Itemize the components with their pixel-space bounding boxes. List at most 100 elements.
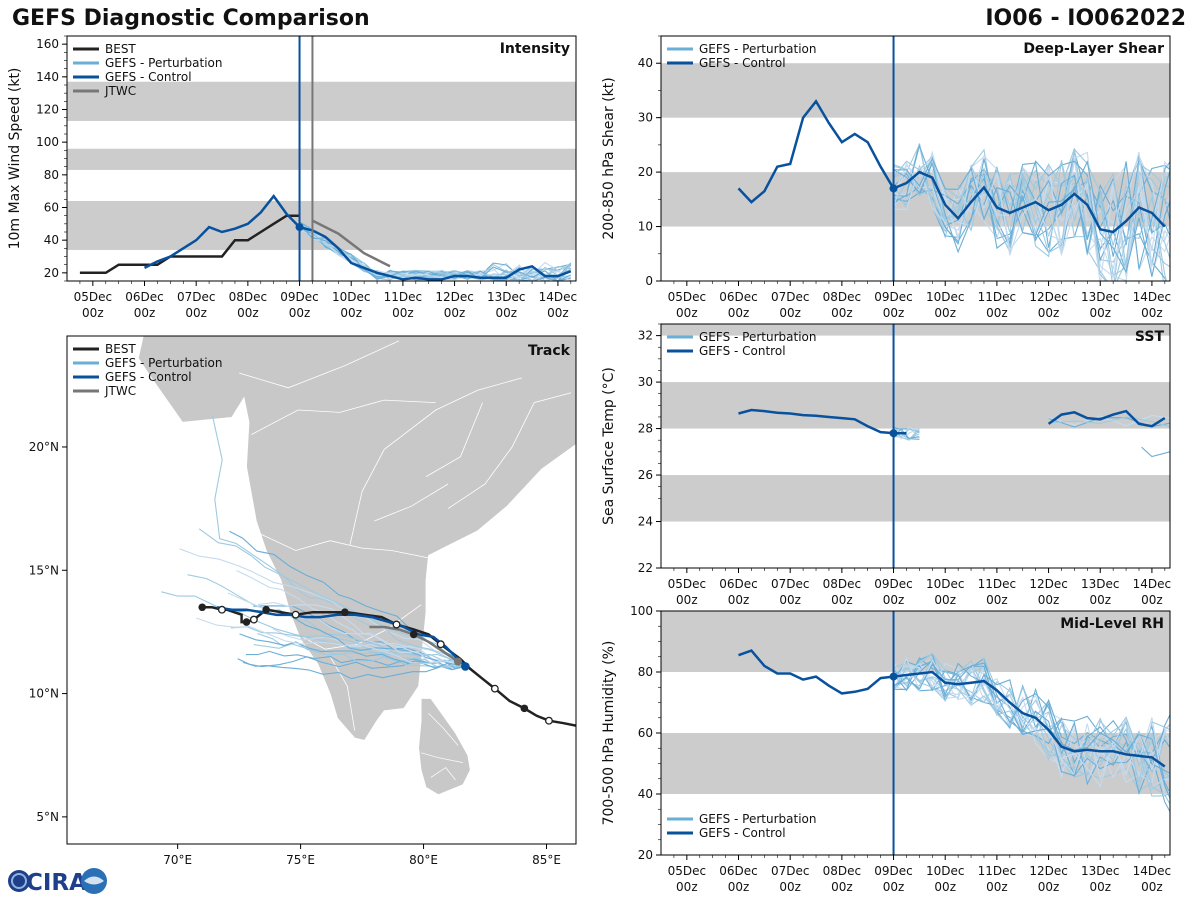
y-tick-label: 22 bbox=[638, 561, 653, 575]
x-tick-label-hour: 00z bbox=[1089, 593, 1111, 607]
x-tick-label-day: 05Dec bbox=[668, 290, 707, 304]
best-track-marker-open bbox=[436, 640, 445, 649]
y-tick-label: 30 bbox=[638, 375, 653, 389]
threshold-band bbox=[661, 611, 1170, 672]
perturbation-member-line bbox=[299, 223, 572, 281]
x-tick-label-hour: 00z bbox=[444, 306, 466, 320]
x-tick-label-day: 08Dec bbox=[823, 290, 862, 304]
x-tick-label-day: 06Dec bbox=[719, 577, 758, 591]
landmass-india bbox=[67, 336, 576, 741]
legend-label: GEFS - Perturbation bbox=[699, 812, 816, 826]
y-tick-label: 32 bbox=[638, 329, 653, 343]
y-tick-label: 40 bbox=[638, 56, 653, 70]
legend-label: GEFS - Perturbation bbox=[699, 330, 816, 344]
y-tick-label: 100 bbox=[630, 604, 653, 618]
best-track-marker-open bbox=[545, 716, 553, 725]
x-tick-label-day: 08Dec bbox=[823, 864, 862, 878]
x-tick-label-hour: 00z bbox=[883, 593, 905, 607]
x-tick-label-day: 10Dec bbox=[926, 577, 965, 591]
perturbation-track bbox=[242, 661, 466, 680]
control-init-marker bbox=[889, 672, 898, 681]
legend-label: GEFS - Perturbation bbox=[699, 42, 816, 56]
x-tick-label-day: 11Dec bbox=[978, 290, 1017, 304]
x-tick-label-day: 12Dec bbox=[435, 290, 474, 304]
series-line-control bbox=[143, 194, 572, 281]
perturbation-member-line bbox=[893, 661, 1170, 784]
control-init-marker bbox=[889, 184, 898, 193]
x-tick-label-day: 05Dec bbox=[668, 864, 707, 878]
best-track-marker-open bbox=[490, 684, 499, 693]
x-tick-label-day: 12Dec bbox=[1029, 577, 1068, 591]
plot-area-rh bbox=[661, 611, 1170, 855]
x-tick-label-day: 09Dec bbox=[280, 290, 319, 304]
x-tick-label-hour: 00z bbox=[1141, 306, 1163, 320]
x-tick-label-hour: 00z bbox=[1089, 880, 1111, 894]
x-tick-label-hour: 00z bbox=[1089, 306, 1111, 320]
x-tick-label-hour: 00z bbox=[676, 593, 698, 607]
y-tick-label: 20°N bbox=[29, 440, 59, 454]
logo-text: CIRA bbox=[26, 870, 87, 896]
x-tick-label-day: 11Dec bbox=[978, 864, 1017, 878]
y-tick-label: 40 bbox=[44, 233, 59, 247]
best-track-marker bbox=[409, 630, 418, 639]
x-tick-label-day: 11Dec bbox=[384, 290, 423, 304]
map-area bbox=[67, 336, 576, 796]
perturbation-track bbox=[272, 628, 466, 667]
legend-label: GEFS - Perturbation bbox=[105, 56, 222, 70]
perturbation-track bbox=[196, 617, 466, 667]
perturbation-track bbox=[161, 591, 466, 668]
x-tick-label-day: 12Dec bbox=[1029, 290, 1068, 304]
panel-title: Deep-Layer Shear bbox=[1023, 41, 1164, 57]
state-border bbox=[258, 532, 429, 559]
perturbation-track bbox=[239, 633, 466, 669]
state-border bbox=[329, 656, 356, 731]
y-tick-label: 160 bbox=[36, 37, 59, 51]
x-tick-label-hour: 00z bbox=[779, 880, 801, 894]
state-border bbox=[349, 377, 523, 546]
series-line-best bbox=[79, 214, 300, 275]
x-tick-label-day: 10Dec bbox=[332, 290, 371, 304]
district-border bbox=[421, 752, 463, 763]
perturbation-track bbox=[253, 643, 466, 667]
best-track-marker-open bbox=[217, 605, 226, 614]
x-tick-label: 80°E bbox=[409, 853, 438, 867]
control-position-marker bbox=[461, 662, 470, 671]
x-tick-label-day: 14Dec bbox=[1133, 864, 1172, 878]
threshold-band bbox=[661, 63, 1170, 118]
legend-label: GEFS - Control bbox=[699, 826, 786, 840]
x-tick-label-hour: 00z bbox=[340, 306, 362, 320]
x-tick-label-day: 13Dec bbox=[1081, 290, 1120, 304]
track-line-best bbox=[202, 606, 576, 727]
cira-logo: CIRA bbox=[4, 866, 108, 896]
x-tick-label-hour: 00z bbox=[547, 306, 569, 320]
best-track-marker bbox=[198, 603, 207, 612]
x-tick-label-day: 07Dec bbox=[771, 577, 810, 591]
x-tick-label-hour: 00z bbox=[986, 880, 1008, 894]
control-init-marker bbox=[889, 429, 898, 438]
series-line-control bbox=[738, 649, 1166, 768]
legend-label: GEFS - Control bbox=[105, 370, 192, 384]
x-tick-label-hour: 00z bbox=[831, 880, 853, 894]
x-tick-label-day: 10Dec bbox=[926, 290, 965, 304]
perturbation-track bbox=[179, 548, 466, 667]
x-tick-label-day: 14Dec bbox=[539, 290, 578, 304]
x-tick-label-day: 14Dec bbox=[1133, 290, 1172, 304]
perturbation-member-line bbox=[1048, 416, 1170, 428]
x-tick-label-day: 08Dec bbox=[823, 577, 862, 591]
x-tick-label-day: 11Dec bbox=[978, 577, 1017, 591]
y-axis-label: 10m Max Wind Speed (kt) bbox=[7, 68, 23, 250]
perturbation-member-line bbox=[1048, 414, 1170, 427]
x-tick-label-hour: 00z bbox=[82, 306, 104, 320]
x-tick-label-hour: 00z bbox=[1038, 593, 1060, 607]
x-tick-label-day: 13Dec bbox=[1081, 864, 1120, 878]
perturbation-member-line bbox=[893, 430, 920, 441]
x-tick-label-hour: 00z bbox=[676, 306, 698, 320]
state-border bbox=[251, 399, 436, 435]
y-tick-label: 5°N bbox=[36, 810, 59, 824]
x-tick-label-day: 14Dec bbox=[1133, 577, 1172, 591]
best-track-marker bbox=[242, 618, 251, 626]
landmass-sri-lanka bbox=[418, 698, 471, 796]
x-tick-label-day: 09Dec bbox=[874, 864, 913, 878]
x-tick-label-hour: 00z bbox=[676, 880, 698, 894]
